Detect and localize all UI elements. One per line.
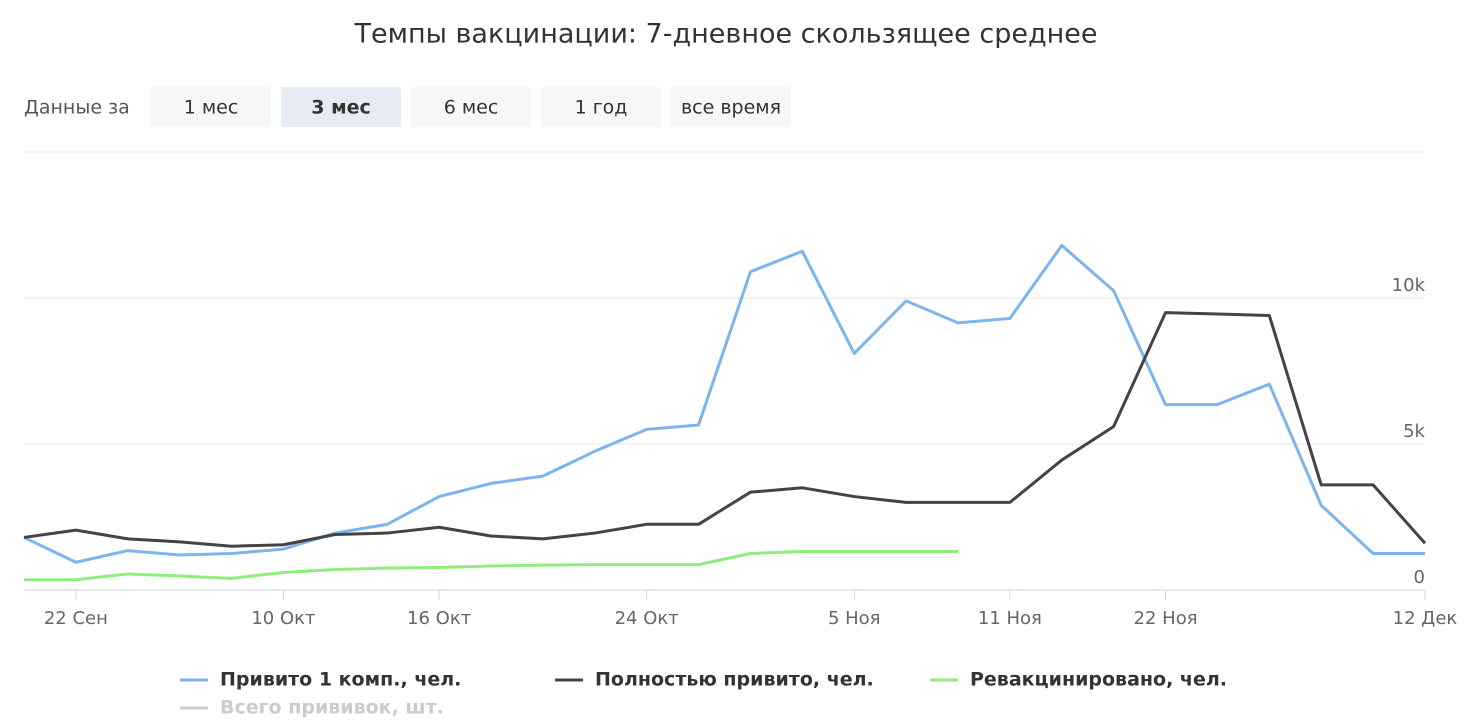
range-button[interactable]	[411, 87, 531, 127]
x-tick-label: 16 Окт	[407, 608, 471, 629]
x-tick-label: 12 Дек	[1393, 608, 1458, 629]
x-tick-label: 22 Сен	[44, 608, 108, 629]
series-line	[24, 549, 958, 582]
y-tick-label: 10k	[1392, 275, 1426, 296]
legend-label[interactable]: Всего прививок, шт.	[220, 697, 444, 719]
legend-label[interactable]: Полностью привито, чел.	[595, 669, 874, 691]
chart-title: Темпы вакцинации: 7-дневное скользящее с…	[353, 19, 1097, 50]
range-button[interactable]	[151, 87, 271, 127]
y-tick-label: 0	[1414, 567, 1425, 588]
range-button[interactable]	[541, 87, 661, 127]
series-line	[23, 311, 1427, 548]
y-tick-label: 5k	[1403, 421, 1425, 442]
legend-label[interactable]: Ревакцинировано, чел.	[970, 669, 1227, 691]
series-line	[23, 243, 1425, 564]
x-tick-label: 10 Окт	[251, 608, 315, 629]
range-button-label[interactable]: 1 мес	[184, 97, 239, 119]
x-tick-label: 24 Окт	[615, 608, 679, 629]
range-button-label[interactable]: все время	[681, 97, 781, 119]
x-tick-label: 11 Ноя	[978, 608, 1042, 629]
x-tick-label: 5 Ноя	[828, 608, 881, 629]
range-button-label[interactable]: 3 мес	[311, 97, 371, 119]
x-tick-label: 22 Ноя	[1134, 608, 1198, 629]
range-button[interactable]	[281, 87, 401, 127]
range-button-label[interactable]: 6 мес	[444, 97, 499, 119]
range-button-label[interactable]: 1 год	[575, 97, 628, 119]
range-label: Данные за	[24, 97, 130, 119]
legend-label[interactable]: Привито 1 комп., чел.	[220, 669, 461, 691]
range-button[interactable]	[671, 87, 791, 127]
